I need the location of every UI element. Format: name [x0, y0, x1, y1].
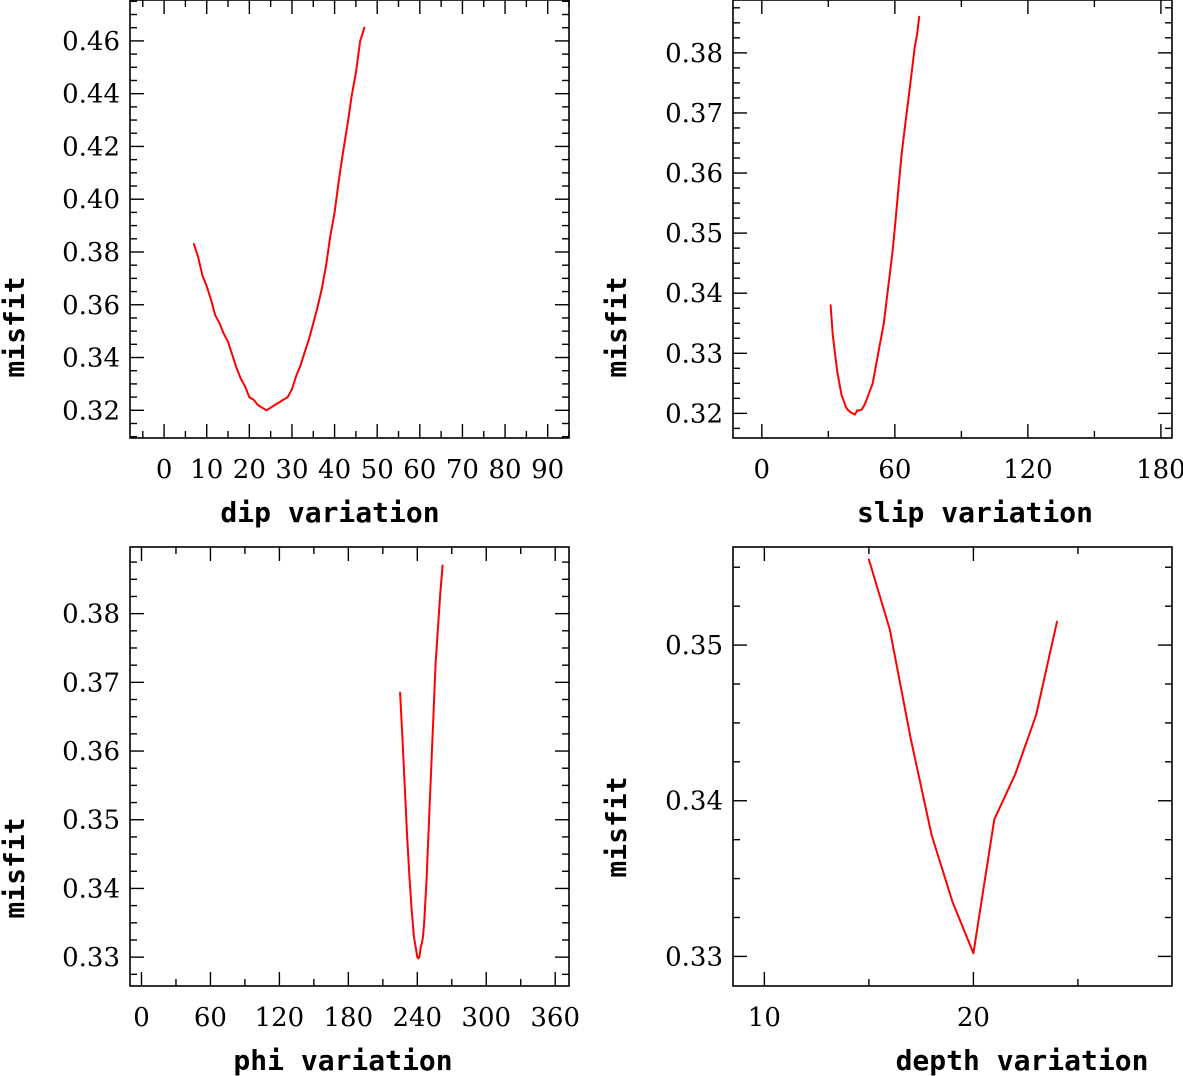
- misfit-curve-phi: [399, 564, 444, 960]
- y-tick-label: 0.34: [665, 279, 723, 309]
- x-tick-label: 20: [957, 1003, 990, 1033]
- y-tick-label: 0.36: [62, 291, 120, 321]
- x-tick-label: 60: [194, 1003, 227, 1033]
- y-tick-label: 0.42: [62, 132, 120, 162]
- x-tick-label: 70: [446, 455, 479, 485]
- y-tick-label: 0.34: [665, 787, 723, 817]
- misfit-curve-depth: [867, 558, 1058, 955]
- x-tick-label: 10: [748, 1003, 781, 1033]
- panel-depth: 10 20 0.33 0.34 0.35 depth variation misfit: [600, 546, 1173, 1076]
- x-tick-label: 240: [392, 1003, 442, 1033]
- y-axis-label: misfit: [0, 276, 31, 377]
- x-tick-label: 60: [403, 455, 436, 485]
- x-tick-label: 20: [233, 455, 266, 485]
- y-tick-label: 0.34: [62, 344, 120, 374]
- y-tick-label: 0.38: [62, 600, 120, 630]
- y-tick-label: 0.44: [62, 80, 120, 110]
- y-tick-label: 0.36: [665, 159, 723, 189]
- x-tick-label: 40: [318, 455, 351, 485]
- x-axis-label: slip variation: [857, 496, 1093, 529]
- plot-frame: [732, 0, 1173, 439]
- y-tick-label: 0.32: [62, 396, 120, 426]
- x-tick-label: 300: [461, 1003, 511, 1033]
- x-tick-label: 180: [324, 1003, 374, 1033]
- y-tick-label: 0.33: [665, 942, 723, 972]
- y-axis-label: misfit: [0, 817, 31, 918]
- y-tick-label: 0.34: [62, 874, 120, 904]
- x-tick-label: 50: [361, 455, 394, 485]
- y-tick-label: 0.38: [665, 39, 723, 69]
- x-tick-label: 360: [530, 1003, 580, 1033]
- y-tick-label: 0.35: [665, 631, 723, 661]
- x-tick-label: 0: [133, 1003, 150, 1033]
- y-tick-label: 0.35: [62, 806, 120, 836]
- y-tick-label: 0.38: [62, 238, 120, 268]
- x-tick-label: 60: [878, 455, 911, 485]
- y-tick-label: 0.36: [62, 737, 120, 767]
- x-axis-label: dip variation: [220, 496, 439, 529]
- y-tick-label: 0.46: [62, 27, 120, 57]
- x-tick-label: 90: [531, 455, 564, 485]
- y-tick-label: 0.37: [665, 99, 723, 129]
- y-tick-label: 0.33: [665, 339, 723, 369]
- y-tick-label: 0.32: [665, 399, 723, 429]
- misfit-curve-dip: [192, 26, 366, 412]
- y-tick-label: 0.35: [665, 219, 723, 249]
- panel-dip: 0 10 20 30 40 50 60 70 80 90 0.32 0.34 0.36 0.38 0.40 0…: [0, 0, 570, 529]
- plot-frame: [732, 546, 1173, 987]
- x-tick-label: 0: [754, 455, 771, 485]
- plot-frame: [129, 546, 570, 987]
- x-axis-label: depth variation: [896, 1044, 1149, 1076]
- plot-frame: [129, 0, 570, 439]
- x-tick-label: 180: [1136, 455, 1183, 485]
- x-tick-label: 30: [275, 455, 308, 485]
- y-axis-label: misfit: [600, 776, 633, 877]
- y-tick-label: 0.40: [62, 185, 120, 215]
- x-tick-label: 0: [156, 455, 173, 485]
- panel-phi: 0 60 120 180 240 300 360 0.33 0.34 0.35 0.36 0.37 0.…: [0, 546, 580, 1076]
- y-axis-label: misfit: [600, 276, 633, 377]
- y-tick-label: 0.37: [62, 668, 120, 698]
- y-tick-label: 0.33: [62, 943, 120, 973]
- x-tick-label: 120: [1003, 455, 1053, 485]
- x-tick-label: 120: [255, 1003, 305, 1033]
- panel-slip: 0 60 120 180 0.32 0.33 0.34 0.35 0.36 0.37 0.38 sli…: [600, 0, 1183, 529]
- x-tick-label: 80: [489, 455, 522, 485]
- misfit-curve-slip: [829, 15, 921, 416]
- x-axis-label: phi variation: [233, 1044, 452, 1076]
- x-tick-label: 10: [190, 455, 223, 485]
